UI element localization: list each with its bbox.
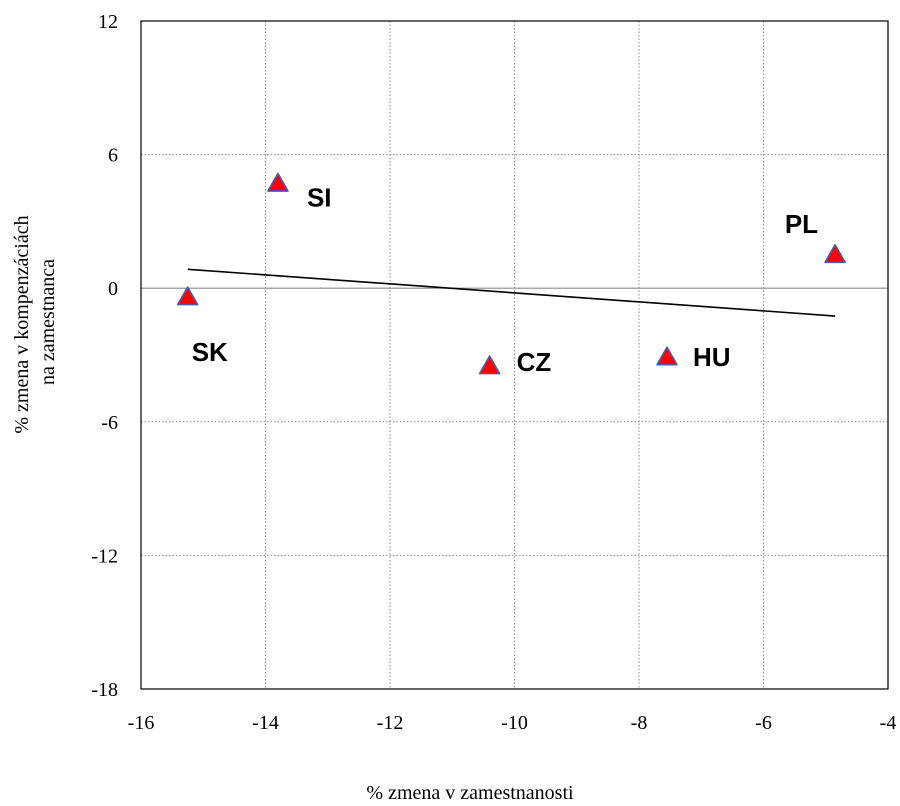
data-point-si: [267, 172, 289, 192]
point-label-cz: CZ: [517, 347, 552, 377]
point-label-pl: PL: [785, 209, 818, 239]
x-axis-label: % zmena v zamestnanosti: [366, 782, 574, 804]
y-axis-label: % zmena v kompenzáciách na zamestnanca: [11, 210, 59, 433]
y-tick-label: 0: [108, 278, 118, 300]
y-tick-label: 12: [98, 11, 118, 33]
trendline: [187, 268, 836, 317]
grid-layer: [141, 21, 888, 689]
data-point-sk: [176, 286, 199, 306]
x-tick-labels: -16 -14 -12 -10 -8 -6 -4: [128, 712, 897, 734]
point-label-sk: SK: [192, 337, 228, 367]
data-points: [176, 172, 846, 375]
data-point-pl: [824, 244, 846, 264]
point-label-hu: HU: [693, 342, 731, 372]
x-tick-label: -4: [880, 712, 897, 734]
y-tick-label: -12: [91, 545, 118, 567]
data-point-hu: [656, 346, 678, 366]
x-tick-label: -16: [128, 712, 155, 734]
plot-frame: [140, 20, 889, 690]
data-point-cz: [478, 355, 501, 375]
point-label-si: SI: [307, 183, 332, 213]
x-tick-label: -8: [631, 712, 648, 734]
x-tick-label: -14: [252, 712, 279, 734]
y-tick-labels: -18 -12 -6 0 6 12: [91, 11, 118, 701]
y-tick-label: -6: [101, 412, 118, 434]
y-tick-label: 6: [108, 145, 118, 167]
x-tick-label: -12: [377, 712, 404, 734]
y-axis-label-line-2: na zamestnanca: [37, 259, 59, 385]
x-tick-label: -6: [755, 712, 772, 734]
point-labels: SK SI CZ HU PL: [192, 183, 819, 378]
y-axis-label-line-1: % zmena v kompenzáciách: [11, 215, 33, 433]
x-tick-label: -10: [501, 712, 528, 734]
y-tick-label: -18: [91, 679, 118, 701]
